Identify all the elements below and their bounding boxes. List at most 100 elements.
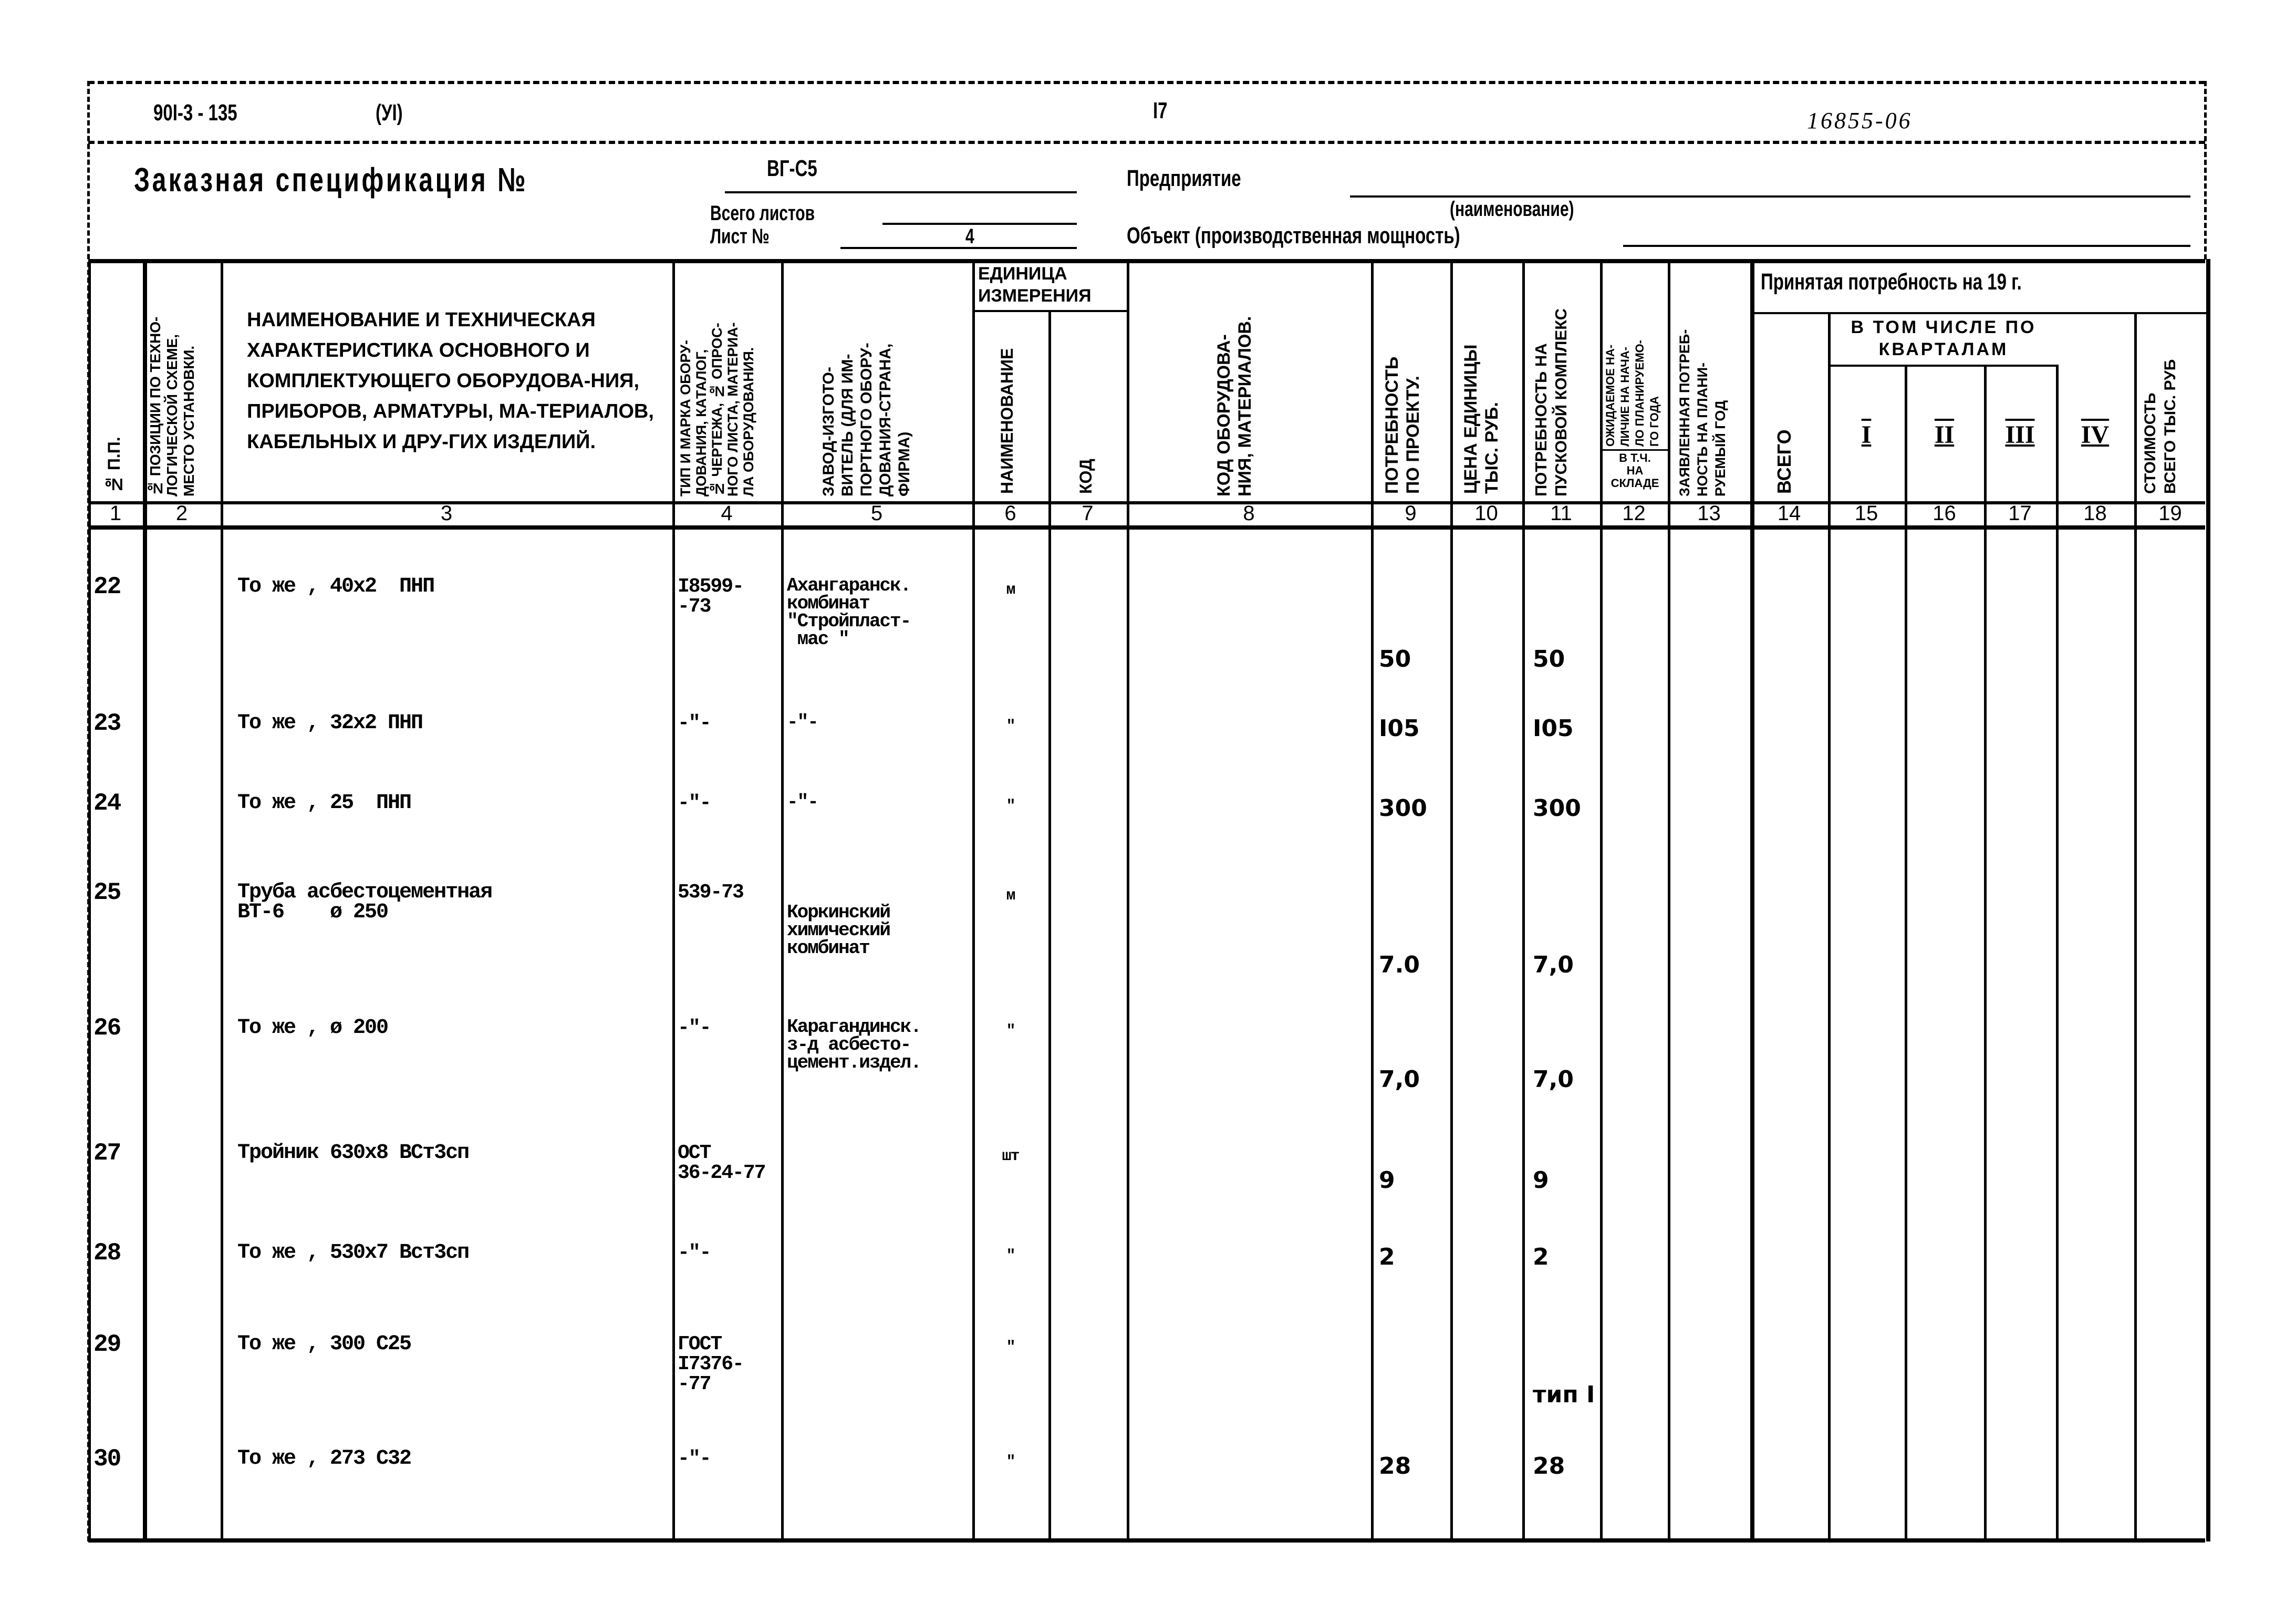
sheets-total-label: Всего листов: [710, 202, 815, 225]
column-number: 18: [2083, 502, 2107, 525]
item-manufacturer: Коркинский химический комбинат: [787, 902, 891, 959]
col-header-17: III: [2005, 421, 2035, 449]
sheet-number: 4: [965, 225, 974, 248]
column-number: 3: [440, 502, 453, 525]
spec-number-line: [725, 191, 1077, 193]
col-header-10: Цена единицы тыс. руб.: [1461, 344, 1502, 494]
page-number: I7: [1153, 98, 1168, 123]
need-by-project: 28: [1379, 1453, 1411, 1480]
column-number: 6: [1004, 502, 1016, 525]
column-divider: [1450, 259, 1453, 1541]
column-number: 4: [721, 502, 733, 525]
col-header-3: Наименование и техническая характеристик…: [247, 309, 654, 453]
row-number: 26: [93, 1015, 121, 1042]
need-launch-complex: 7,0: [1533, 951, 1574, 978]
col-header-6: Наименование: [998, 348, 1016, 494]
column-number: 12: [1622, 502, 1646, 525]
column-divider: [972, 259, 975, 1541]
item-name: То же , ø 200: [237, 1016, 389, 1040]
column-divider: [672, 259, 675, 1541]
col-header-14: Всего: [1773, 429, 1795, 494]
column-divider: [1371, 259, 1374, 1541]
need-launch-complex: 9: [1533, 1167, 1549, 1194]
item-type: -"-: [678, 1447, 711, 1470]
object-line: [1623, 245, 2190, 247]
col-header-7: Код: [1076, 459, 1095, 494]
column-number: 10: [1474, 502, 1498, 525]
accepted-divider: [1750, 312, 2206, 314]
need-by-project: 9: [1379, 1167, 1395, 1194]
item-manufacturer: -"-: [787, 711, 819, 733]
col-header-8: Код оборудова- ния, материалов.: [1214, 316, 1255, 496]
need-by-project: 2: [1379, 1244, 1395, 1270]
doc-code: 90I-3 - 135: [153, 100, 237, 126]
column-number: 11: [1550, 502, 1572, 525]
row-number: 25: [93, 879, 121, 906]
column-divider: [143, 259, 147, 1541]
column-divider: [2134, 312, 2137, 1541]
item-unit: м: [1006, 887, 1015, 905]
right-border: [2204, 81, 2207, 260]
inventory-number: 16855-06: [1807, 108, 1913, 133]
need-launch-complex: тип I: [1533, 1381, 1595, 1408]
need-by-project: 50: [1379, 646, 1411, 672]
need-launch-complex: 300: [1533, 795, 1581, 822]
column-number: 1: [109, 502, 122, 525]
header-bottom: [88, 501, 2205, 504]
column-divider: [1127, 259, 1129, 1541]
col-header-2: № позиции по техно- логической схеме, ме…: [147, 316, 197, 496]
need-by-project: 7,0: [1379, 1066, 1420, 1093]
column-number: 16: [1933, 502, 1956, 525]
column-divider: [1668, 259, 1670, 1541]
row-number: 29: [93, 1331, 121, 1358]
column-number: 14: [1777, 502, 1801, 525]
row-number: 24: [93, 790, 121, 817]
item-name: Тройник 630х8 ВСт3сп: [237, 1141, 470, 1165]
col-header-5: Завод-изгото- витель (для им- портного о…: [820, 343, 913, 496]
c12-divider: [1600, 449, 1668, 451]
doc-part: (УI): [376, 100, 403, 126]
need-launch-complex: I05: [1533, 715, 1574, 742]
col-header-19: Стоимость всего тыс. руб: [2142, 359, 2179, 494]
need-launch-complex: 2: [1533, 1244, 1549, 1270]
item-name: То же , 40х2 ПНП: [237, 575, 435, 598]
unit-group-header: Единица измерения: [978, 264, 1092, 306]
item-type: I8599- -73: [678, 575, 744, 618]
col-header-11: Потребность на пусковой комплекс: [1532, 308, 1570, 496]
need-by-project: 300: [1379, 795, 1427, 822]
item-name: То же , 300 С25: [237, 1332, 412, 1356]
item-type: -"-: [678, 1017, 711, 1039]
item-name: То же , 273 С32: [237, 1447, 412, 1471]
row-number: 30: [93, 1445, 121, 1473]
item-type: -"-: [678, 792, 711, 814]
object-label: Объект (производственная мощность): [1127, 223, 1460, 249]
sheet-line: [840, 247, 1077, 249]
form-title: Заказная спецификация №: [134, 161, 528, 199]
col-header-9: Потребность по проекту.: [1382, 356, 1423, 494]
enterprise-label: Предприятие: [1127, 165, 1241, 191]
top-dashed-border: [88, 81, 2205, 84]
item-type: 539-73: [678, 881, 744, 904]
need-launch-complex: 28: [1533, 1453, 1565, 1480]
need-launch-complex: 50: [1533, 646, 1565, 672]
column-divider: [2206, 259, 2210, 1541]
row-number: 28: [93, 1239, 121, 1267]
item-unit: ": [1006, 1453, 1015, 1471]
col-header-12-top: Ожидаемое на- личие на нача- ло планируе…: [1604, 339, 1661, 447]
numbers-bottom: [88, 525, 2205, 530]
col-header-16: II: [1934, 421, 1955, 449]
column-divider: [2056, 365, 2059, 1541]
item-name: Труба асбестоцементная ВТ-6 ø 250: [237, 881, 493, 924]
accepted-need-header: Принятая потребность на 19 г.: [1761, 269, 2022, 295]
item-unit: ": [1006, 718, 1015, 736]
row-number: 27: [93, 1140, 121, 1167]
column-divider: [781, 259, 784, 1541]
sheets-total-line: [882, 223, 1077, 225]
table-bottom: [88, 1538, 2205, 1543]
column-divider: [1600, 259, 1603, 1541]
enterprise-line: [1350, 195, 2190, 198]
col-header-18: IV: [2081, 421, 2110, 449]
column-number: 2: [175, 502, 188, 525]
column-divider: [1750, 259, 1754, 1541]
column-divider: [1905, 365, 1907, 1541]
